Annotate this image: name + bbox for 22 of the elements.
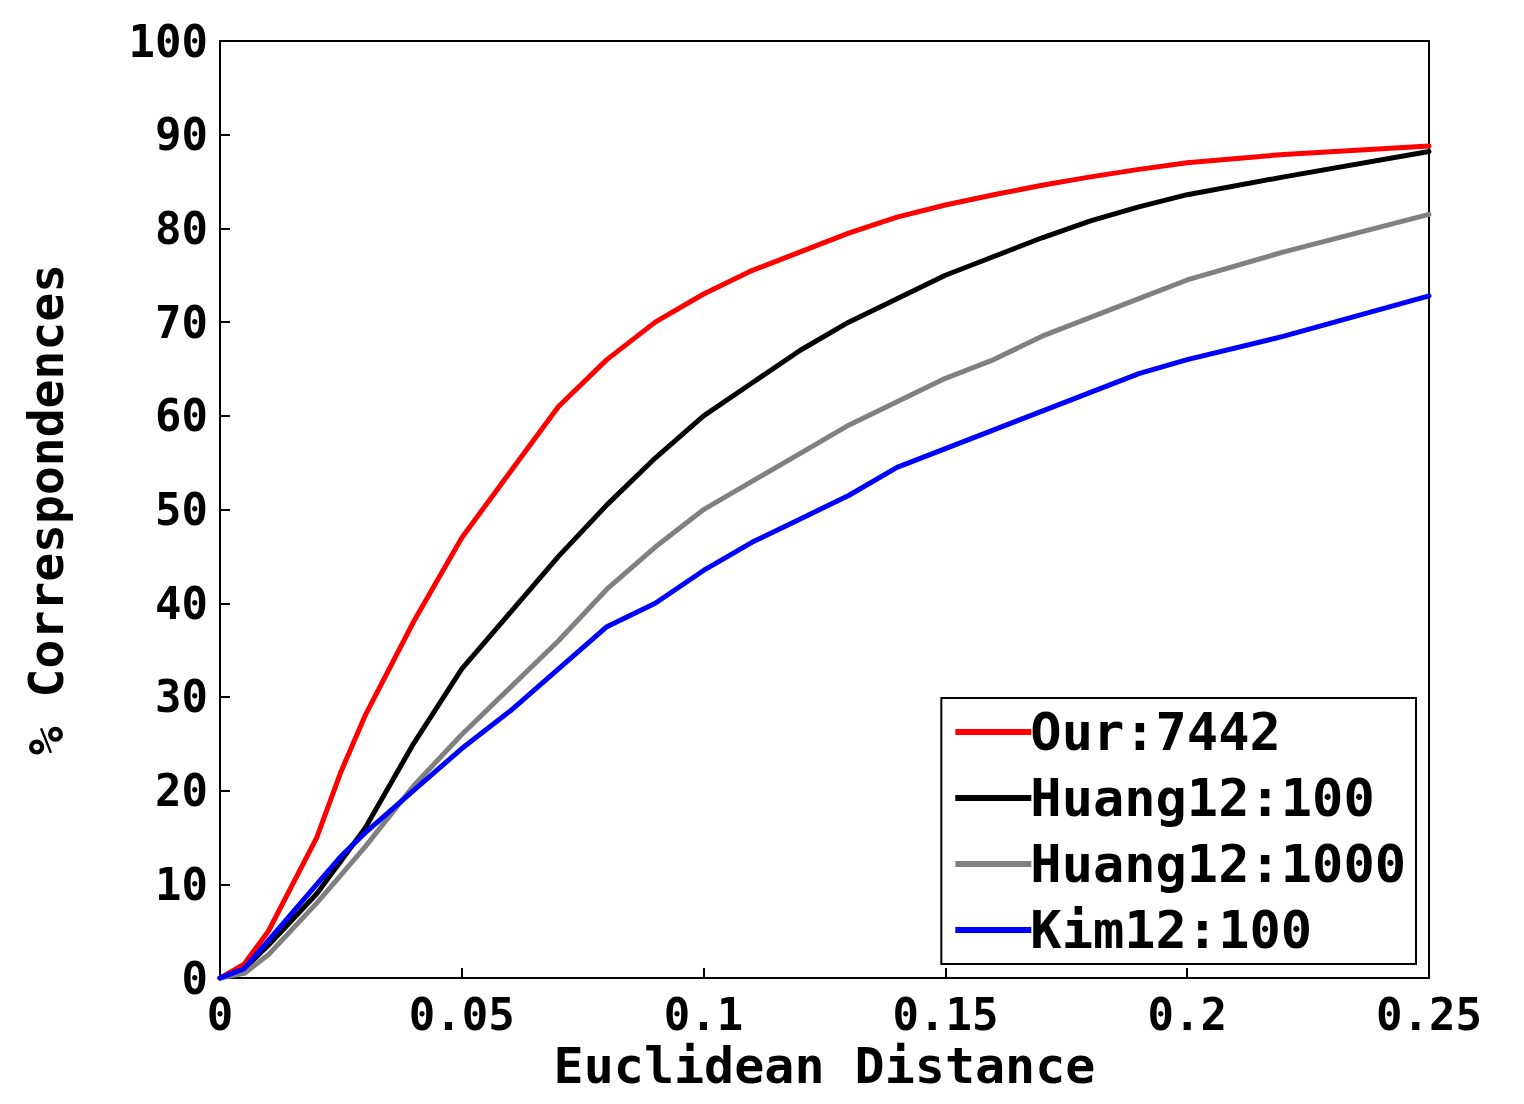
y-axis-title: % Correspondences xyxy=(18,263,74,756)
y-tick-label: 0 xyxy=(181,952,208,1004)
y-tick-label: 80 xyxy=(155,202,208,254)
y-tick-label: 50 xyxy=(155,484,208,536)
y-tick-label: 40 xyxy=(155,577,208,629)
x-tick-label: 0.1 xyxy=(663,988,744,1040)
legend-label: Our:7442 xyxy=(1030,702,1281,762)
y-tick-label: 30 xyxy=(155,671,208,723)
y-tick-label: 10 xyxy=(155,858,208,910)
legend-label: Huang12:1000 xyxy=(1030,834,1407,894)
y-tick-label: 90 xyxy=(155,109,208,161)
legend-label: Kim12:100 xyxy=(1030,900,1313,960)
y-tick-label: 20 xyxy=(155,765,208,817)
y-tick-label: 60 xyxy=(155,390,208,442)
x-tick-label: 0.15 xyxy=(892,988,999,1040)
x-tick-label: 0.05 xyxy=(408,988,515,1040)
y-tick-label: 70 xyxy=(155,296,208,348)
x-axis-title: Euclidean Distance xyxy=(553,1037,1096,1095)
y-tick-label: 100 xyxy=(128,15,208,67)
legend-label: Huang12:100 xyxy=(1030,768,1375,828)
x-tick-label: 0.25 xyxy=(1376,988,1482,1040)
x-tick-label: 0.2 xyxy=(1147,988,1227,1040)
